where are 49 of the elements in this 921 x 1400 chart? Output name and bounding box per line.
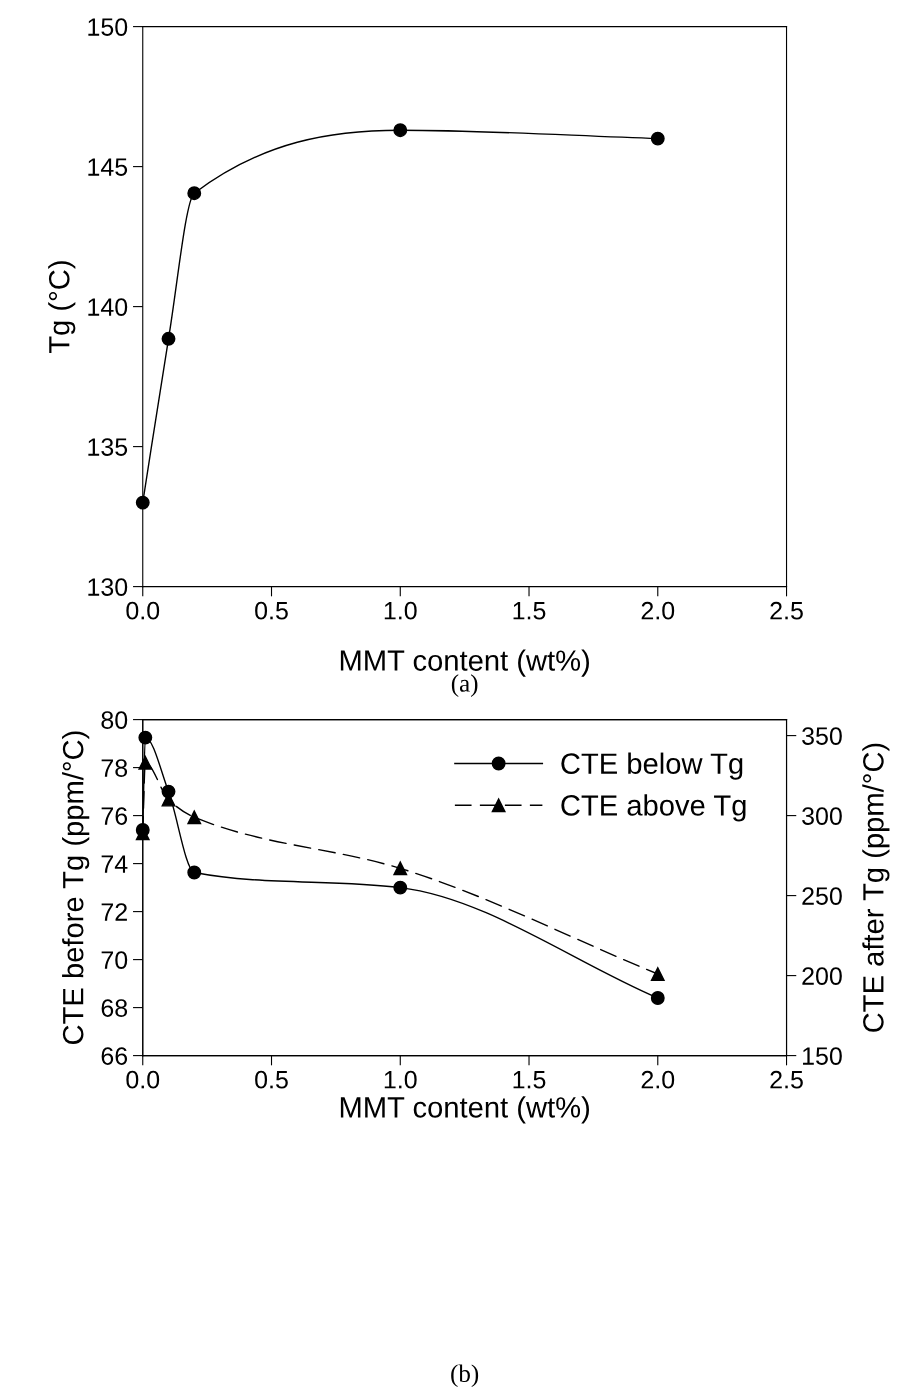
x-tick-label: 2.5 xyxy=(770,1070,803,1089)
point xyxy=(650,967,665,981)
y-tick-label: 72 xyxy=(101,903,127,921)
x-tick-label: 0.0 xyxy=(126,1070,160,1089)
x-tick-label: 2.0 xyxy=(641,1070,675,1089)
y2-tick-label: 200 xyxy=(802,967,842,985)
x-tick-label: 2.5 xyxy=(770,601,803,620)
y-tick-label: 70 xyxy=(101,951,128,969)
legend-label: CTE above Tg xyxy=(561,794,746,822)
point xyxy=(187,810,202,825)
point xyxy=(650,991,665,1005)
y-tick-label: 66 xyxy=(101,1047,128,1065)
point xyxy=(187,186,202,201)
y-tick-label: 68 xyxy=(101,999,128,1017)
y-tick-label: 78 xyxy=(101,759,128,777)
x-tick-label: 0.0 xyxy=(126,601,160,620)
point xyxy=(187,865,202,880)
point xyxy=(393,861,408,876)
point xyxy=(138,755,153,770)
point xyxy=(161,331,176,346)
y-tick-label: 140 xyxy=(88,298,128,316)
x-tick-label: 0.5 xyxy=(255,601,288,620)
point xyxy=(650,131,665,146)
point xyxy=(393,880,408,895)
x-tick-label: 2.0 xyxy=(641,601,675,620)
y2-tick-label: 350 xyxy=(802,727,842,745)
text: (b) xyxy=(451,1364,479,1388)
y2-tick-label: 150 xyxy=(803,1047,842,1065)
x-tick-label: 1.5 xyxy=(513,602,546,620)
y-axis-title: CTE before Tg (ppm/°C) xyxy=(62,731,90,1045)
point xyxy=(393,123,408,138)
x-tick-label: 0.5 xyxy=(255,1070,288,1089)
point xyxy=(135,495,150,510)
y2-axis-title: CTE after Tg (ppm/°C) xyxy=(862,743,890,1032)
y2-tick-label: 250 xyxy=(802,887,842,905)
y-tick-label: 76 xyxy=(101,807,128,825)
x-tick-label: 1.5 xyxy=(513,1071,546,1089)
legend-label: CTE below Tg xyxy=(561,752,743,780)
y-tick-label: 80 xyxy=(101,711,128,729)
y-tick-label: 150 xyxy=(88,18,128,36)
y-axis-title: Tg (°C) xyxy=(48,261,76,354)
x-tick-label: 1.0 xyxy=(384,1070,417,1089)
y-tick-label: 135 xyxy=(88,438,128,456)
y-tick-label: 74 xyxy=(101,855,128,873)
y-tick-label: 130 xyxy=(88,578,128,596)
y-tick-label: 145 xyxy=(88,158,128,176)
x-axis-title: MMT content (wt%) xyxy=(340,1096,589,1124)
y2-tick-label: 300 xyxy=(802,807,842,825)
x-tick-label: 1.0 xyxy=(384,601,417,620)
